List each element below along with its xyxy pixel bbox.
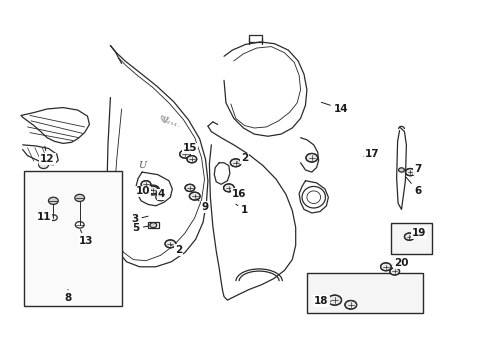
Circle shape <box>141 181 151 188</box>
Text: 8: 8 <box>64 289 71 303</box>
Circle shape <box>398 168 404 172</box>
Circle shape <box>327 295 341 305</box>
Text: PART 5.4...: PART 5.4... <box>161 119 180 128</box>
Text: 2: 2 <box>237 153 247 163</box>
Circle shape <box>189 192 200 200</box>
Text: 10: 10 <box>136 186 152 197</box>
Circle shape <box>164 240 175 248</box>
Text: 3: 3 <box>131 215 148 224</box>
Text: 5: 5 <box>132 224 148 233</box>
Circle shape <box>75 194 84 202</box>
Text: 13: 13 <box>79 230 93 246</box>
Text: 14: 14 <box>321 102 347 114</box>
Bar <box>306 273 422 314</box>
Bar <box>148 222 158 228</box>
Circle shape <box>150 223 157 228</box>
Bar <box>390 223 431 253</box>
Circle shape <box>150 188 156 192</box>
Text: 20: 20 <box>392 258 408 268</box>
Circle shape <box>158 196 162 199</box>
Circle shape <box>186 156 196 163</box>
Text: 19: 19 <box>410 228 426 238</box>
Text: 11: 11 <box>36 212 52 221</box>
Text: 6: 6 <box>406 177 420 196</box>
Text: EXP: EXP <box>159 115 169 122</box>
Circle shape <box>380 263 390 271</box>
Bar <box>24 171 122 306</box>
Text: 2: 2 <box>171 245 182 255</box>
Circle shape <box>305 153 317 162</box>
Circle shape <box>147 186 158 194</box>
Text: 18: 18 <box>314 296 330 306</box>
Circle shape <box>405 168 414 176</box>
Bar <box>249 35 261 42</box>
Circle shape <box>184 184 194 192</box>
Circle shape <box>404 233 413 240</box>
Circle shape <box>39 161 48 168</box>
Text: 9: 9 <box>196 199 209 212</box>
Circle shape <box>344 301 356 309</box>
Circle shape <box>389 268 399 275</box>
Text: 1: 1 <box>235 204 247 216</box>
Text: 12: 12 <box>40 146 55 164</box>
Text: 15: 15 <box>182 143 197 153</box>
Text: U: U <box>138 161 146 170</box>
Circle shape <box>223 184 234 192</box>
Circle shape <box>230 159 241 167</box>
Text: 16: 16 <box>230 189 245 199</box>
Circle shape <box>48 197 58 204</box>
Text: 7: 7 <box>409 164 421 174</box>
Text: 4: 4 <box>156 189 165 199</box>
Text: 17: 17 <box>363 149 379 159</box>
Circle shape <box>179 150 190 158</box>
